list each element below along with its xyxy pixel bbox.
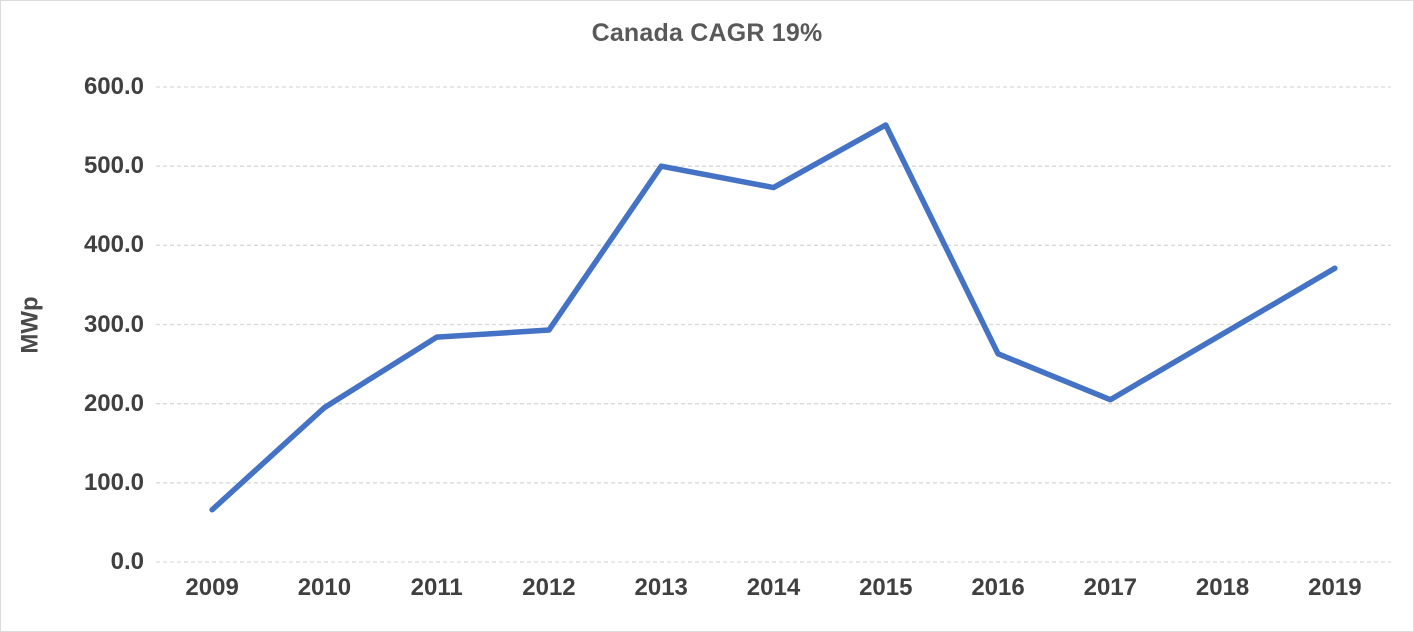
x-tick-label: 2019 (1308, 574, 1362, 601)
y-tick-label: 300.0 (83, 310, 144, 338)
chart-title: Canada CAGR 19% (591, 19, 823, 47)
x-tick-label: 2009 (185, 574, 239, 601)
y-tick-label: 600.0 (83, 73, 144, 100)
y-tick-label: 200.0 (83, 389, 144, 417)
x-tick-label: 2015 (859, 574, 913, 601)
y-tick-label: 400.0 (83, 231, 144, 259)
x-tick-label: 2011 (410, 574, 463, 601)
x-tick-label: 2010 (297, 574, 352, 601)
plot-area (156, 86, 1391, 563)
x-tick-label: 2018 (1195, 574, 1250, 601)
y-tick-label: 500.0 (83, 152, 144, 180)
x-tick-label: 2017 (1083, 574, 1137, 601)
x-tick-label: 2016 (971, 574, 1025, 601)
x-tick-label: 2013 (634, 574, 688, 601)
x-tick-label: 2012 (522, 574, 576, 601)
data-series-line (209, 122, 1338, 513)
line-chart-svg (156, 86, 1391, 563)
y-tick-label: 100.0 (83, 468, 144, 496)
y-tick-label: 0.0 (110, 548, 144, 575)
x-tick-label: 2014 (746, 574, 801, 601)
